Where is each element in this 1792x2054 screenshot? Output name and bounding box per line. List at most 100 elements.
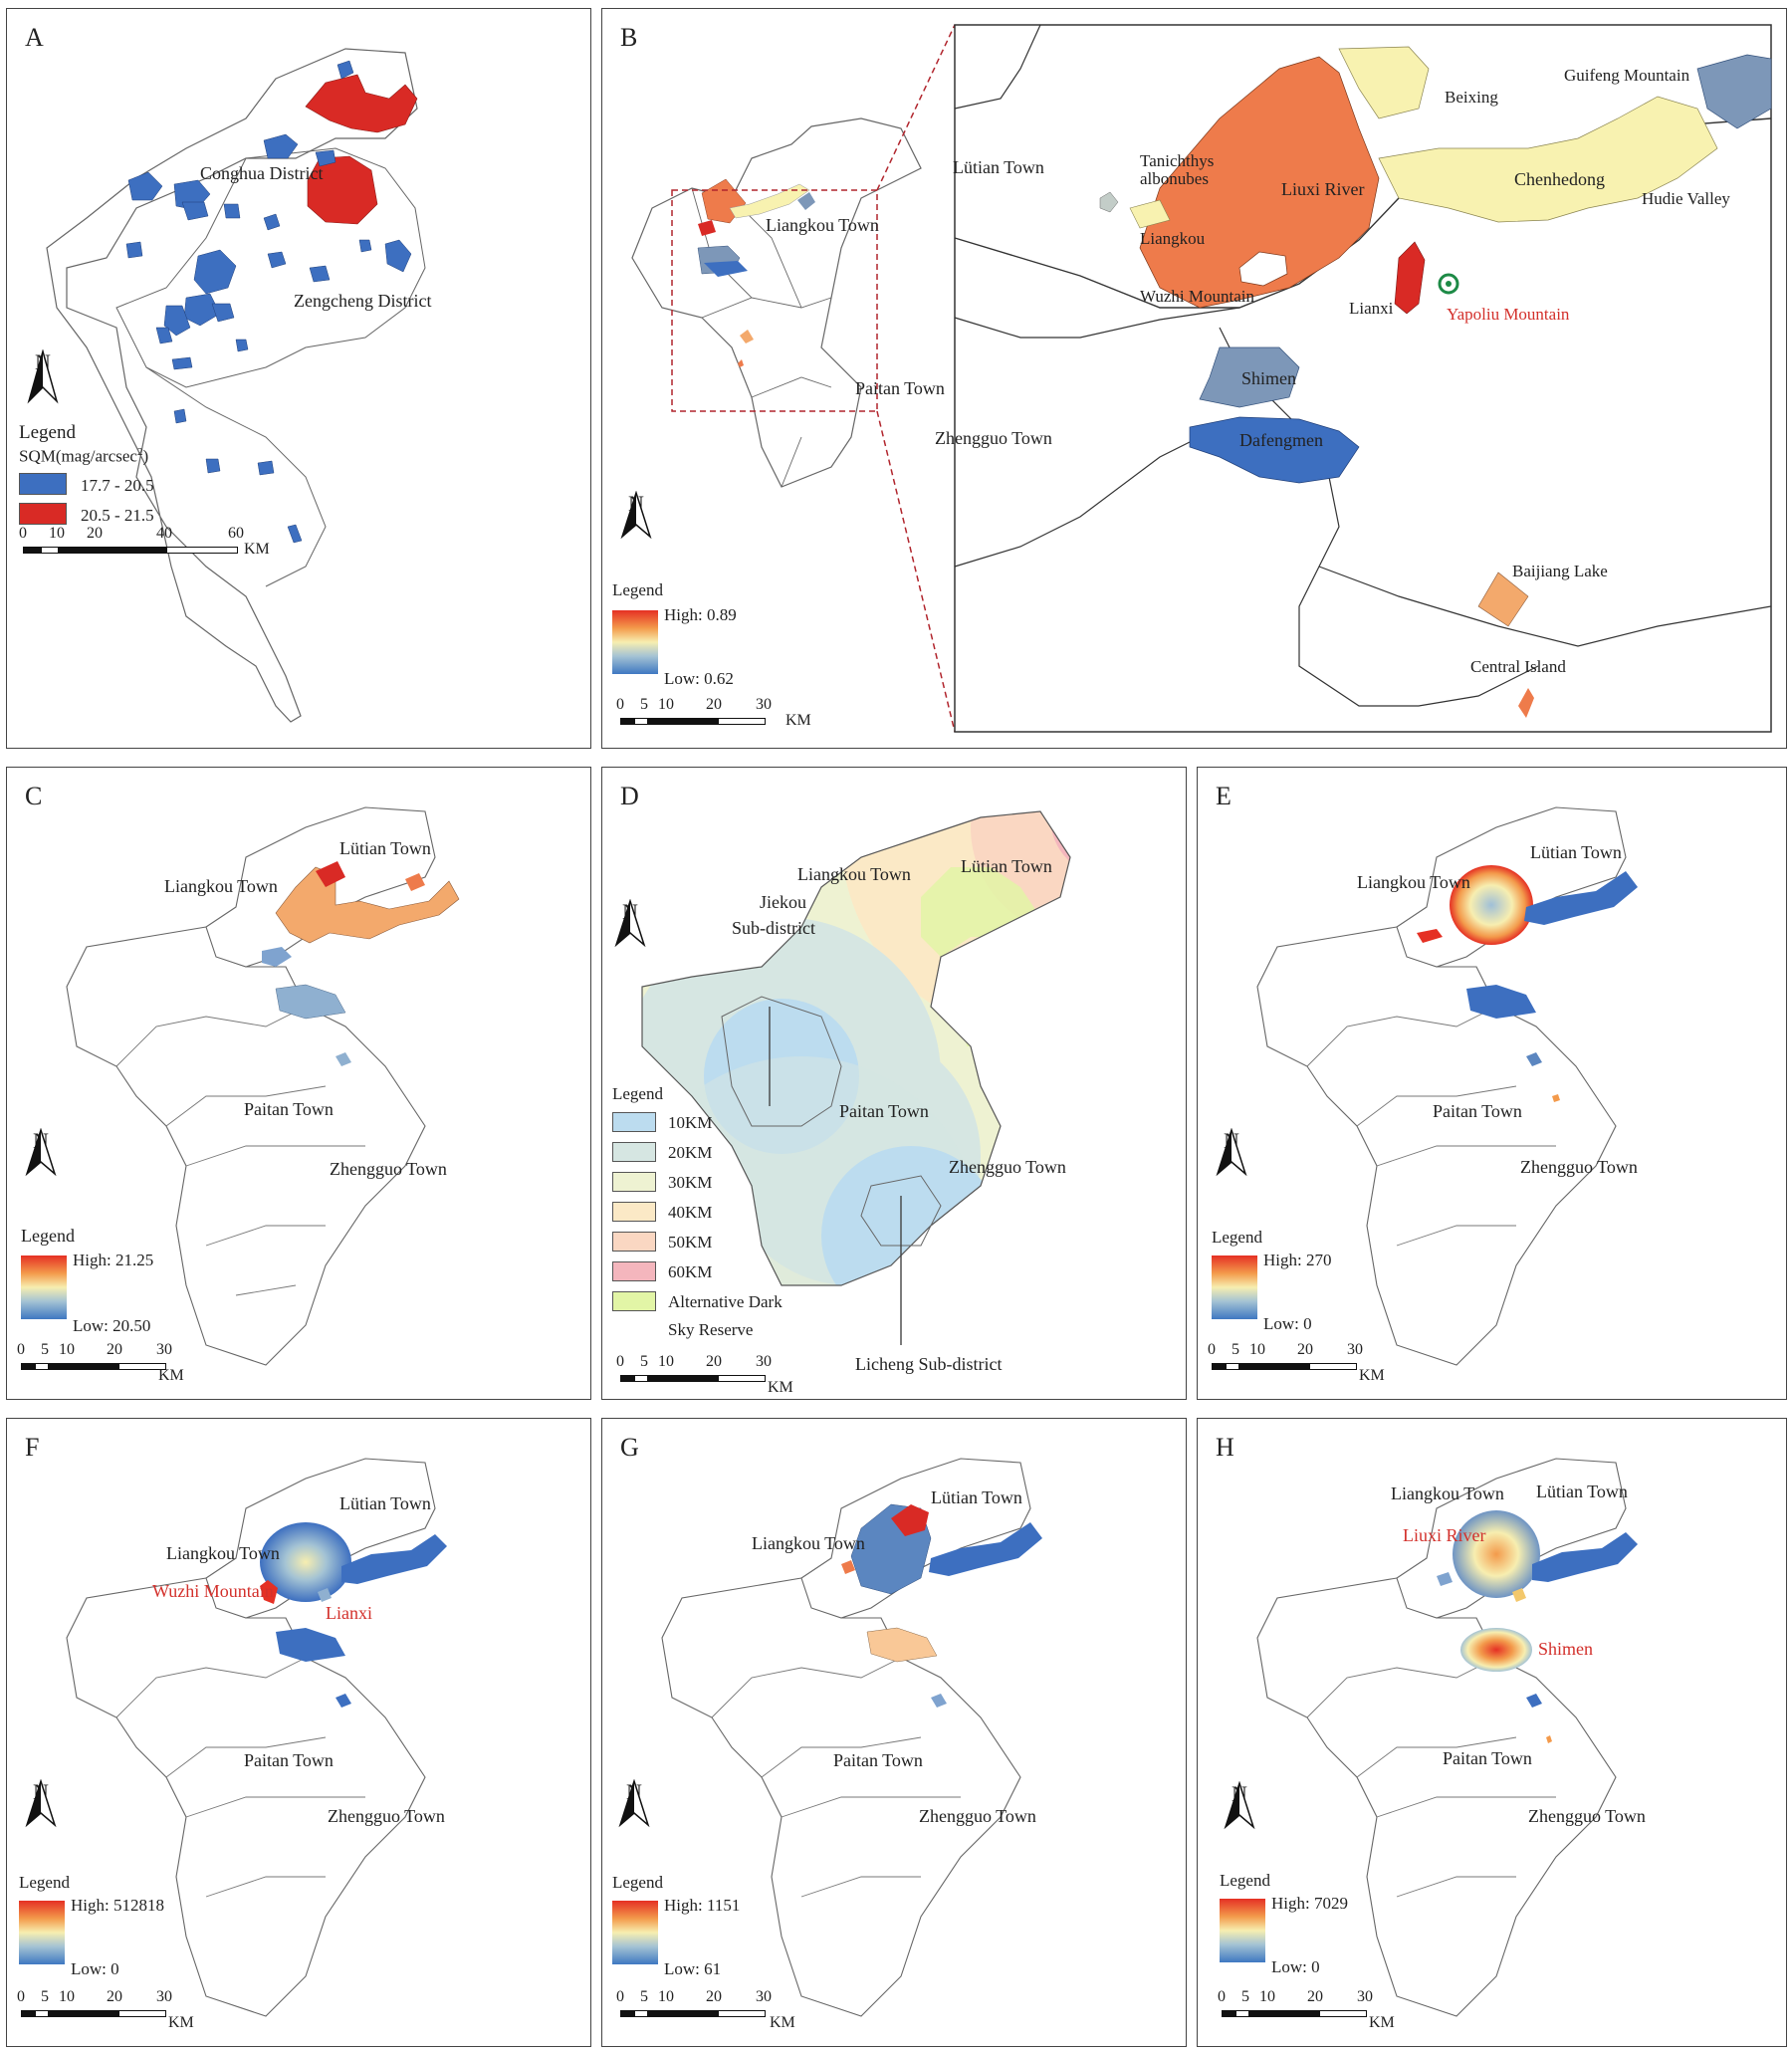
place-label: Zhengguo Town bbox=[328, 1806, 445, 1826]
scale-bar: 0 5 10 20 30 KM bbox=[1208, 1341, 1385, 1384]
north-arrow: N bbox=[610, 899, 650, 948]
map-heat-g bbox=[661, 1458, 1042, 2017]
legend-subtitle: SQM(mag/arcsec2) bbox=[19, 446, 149, 466]
place-label: Paitan Town bbox=[1433, 1101, 1522, 1121]
inset-label: Liangkou bbox=[1140, 229, 1206, 248]
legend-gradient bbox=[612, 1901, 658, 1964]
place-label: Conghua District bbox=[200, 163, 324, 183]
legend-title: Legend bbox=[19, 1873, 70, 1892]
legend-class-label: Alternative Dark bbox=[668, 1292, 783, 1311]
legend-gradient bbox=[1220, 1899, 1265, 1962]
panel-d: D Liangkou Town Lütian Town Jiekou Sub-d… bbox=[601, 767, 1187, 1400]
legend-swatch bbox=[612, 1202, 656, 1222]
panel-f: F Lütian Town Liangkou Town Wuzhi Mounta… bbox=[6, 1418, 591, 2047]
north-arrow: N bbox=[616, 491, 656, 540]
panel-b: B bbox=[601, 8, 1787, 749]
scale-bar: 0 5 10 20 30 KM bbox=[1218, 1988, 1395, 2031]
place-label-highlight: Wuzhi Mountain bbox=[152, 1581, 274, 1601]
legend-gradient bbox=[1212, 1255, 1257, 1319]
place-label: Lütian Town bbox=[953, 157, 1044, 177]
place-label: Zhengguo Town bbox=[919, 1806, 1036, 1826]
place-label-highlight: Liuxi River bbox=[1403, 1525, 1486, 1545]
place-label: Lütian Town bbox=[931, 1487, 1022, 1507]
legend-class-label: 50KM bbox=[668, 1233, 713, 1252]
place-label: Lütian Town bbox=[1530, 842, 1622, 862]
place-label: Licheng Sub-district bbox=[855, 1354, 1003, 1374]
place-label: Paitan Town bbox=[1443, 1748, 1532, 1768]
map-heat-f bbox=[66, 1458, 447, 2017]
legend-swatch bbox=[612, 1291, 656, 1311]
place-label: Zhengguo Town bbox=[949, 1157, 1066, 1177]
place-label-highlight: Lianxi bbox=[326, 1603, 372, 1623]
panel-label: H bbox=[1216, 1433, 1234, 1462]
legend-swatch-red bbox=[19, 503, 67, 525]
map-brightness bbox=[66, 806, 460, 1366]
legend-gradient bbox=[21, 1255, 67, 1319]
legend-class-label: 20.5 - 21.5 bbox=[81, 506, 154, 525]
legend-low: Low: 0 bbox=[1271, 1957, 1320, 1976]
place-label: Liangkou Town bbox=[1391, 1483, 1504, 1503]
panel-g: G Lütian Town Liangkou Town Paitan Town … bbox=[601, 1418, 1187, 2047]
inset-label-highlight: Yapoliu Mountain bbox=[1447, 305, 1570, 324]
inset-label: Shimen bbox=[1241, 368, 1297, 388]
inset-label: Hudie Valley bbox=[1642, 189, 1730, 208]
map-network-index bbox=[631, 24, 1772, 733]
place-label: Lütian Town bbox=[339, 1493, 431, 1513]
legend-high: High: 1151 bbox=[664, 1896, 741, 1915]
scale-bar: 0 5 10 20 30 KM bbox=[17, 1341, 184, 1384]
legend-low: Low: 0.62 bbox=[664, 669, 734, 688]
legend-low: Low: 20.50 bbox=[73, 1316, 151, 1335]
legend-class-label: 17.7 - 20.5 bbox=[81, 476, 154, 495]
place-label: Sub-district bbox=[732, 918, 815, 938]
panel-e: E Lütian Town Liangkou Town Paitan Town … bbox=[1197, 767, 1787, 1400]
legend-class-label: 40KM bbox=[668, 1203, 713, 1222]
north-arrow-icon bbox=[25, 1779, 57, 1828]
scale-bar: 0 5 10 20 30 KM bbox=[616, 696, 811, 729]
place-label: Paitan Town bbox=[833, 1750, 923, 1770]
panel-label: B bbox=[620, 23, 638, 52]
map-heat-h bbox=[1256, 1458, 1638, 2017]
legend-title: Legend bbox=[1212, 1228, 1262, 1247]
north-arrow: N bbox=[23, 349, 63, 404]
north-arrow-icon bbox=[27, 349, 59, 404]
place-label: Liangkou Town bbox=[166, 1543, 280, 1563]
place-label: Liangkou Town bbox=[797, 864, 911, 884]
panel-label: E bbox=[1216, 782, 1232, 810]
panel-label: C bbox=[25, 782, 43, 810]
panel-a: A bbox=[6, 8, 591, 749]
scale-bar: 0 10 20 40 60 KM bbox=[19, 525, 270, 558]
legend-swatch bbox=[612, 1142, 656, 1162]
legend-swatch-blue bbox=[19, 473, 67, 495]
inset-label: Central Island bbox=[1470, 657, 1566, 676]
north-arrow: N bbox=[21, 1128, 61, 1177]
place-label: Zengcheng District bbox=[294, 291, 432, 311]
inset-label: Liuxi River bbox=[1281, 179, 1365, 199]
legend-class-label: 30KM bbox=[668, 1173, 713, 1192]
place-label: Lütian Town bbox=[339, 838, 431, 858]
north-arrow: N bbox=[1220, 1781, 1259, 1830]
legend-title: Legend bbox=[612, 1084, 663, 1103]
panel-c: C Lütian Town Liangkou Town Paitan Town … bbox=[6, 767, 591, 1400]
place-label: Zhengguo Town bbox=[935, 428, 1052, 448]
scale-bar: 0 5 10 20 30 KM bbox=[616, 1988, 795, 2031]
map-distance-buffers bbox=[641, 810, 1071, 1345]
place-label: Liangkou Town bbox=[1357, 872, 1470, 892]
panel-label: A bbox=[25, 23, 44, 52]
legend-swatch bbox=[612, 1172, 656, 1192]
legend-title: Legend bbox=[612, 580, 663, 599]
inset-label: Lianxi bbox=[1349, 299, 1394, 318]
place-label: Paitan Town bbox=[244, 1750, 334, 1770]
legend-swatch bbox=[612, 1232, 656, 1252]
north-arrow: N bbox=[614, 1779, 654, 1828]
legend-high: High: 270 bbox=[1263, 1251, 1332, 1269]
legend-title: Legend bbox=[1220, 1871, 1270, 1890]
legend-low: Low: 61 bbox=[664, 1959, 722, 1978]
inset-label: Chenhedong bbox=[1514, 169, 1605, 189]
panel-label: D bbox=[620, 782, 639, 810]
place-label: Liangkou Town bbox=[752, 1533, 865, 1553]
place-label: Lütian Town bbox=[961, 856, 1052, 876]
place-label: Paitan Town bbox=[839, 1101, 929, 1121]
legend-title: Legend bbox=[21, 1226, 75, 1246]
north-arrow-icon bbox=[25, 1128, 57, 1177]
panel-label: F bbox=[25, 1433, 40, 1462]
